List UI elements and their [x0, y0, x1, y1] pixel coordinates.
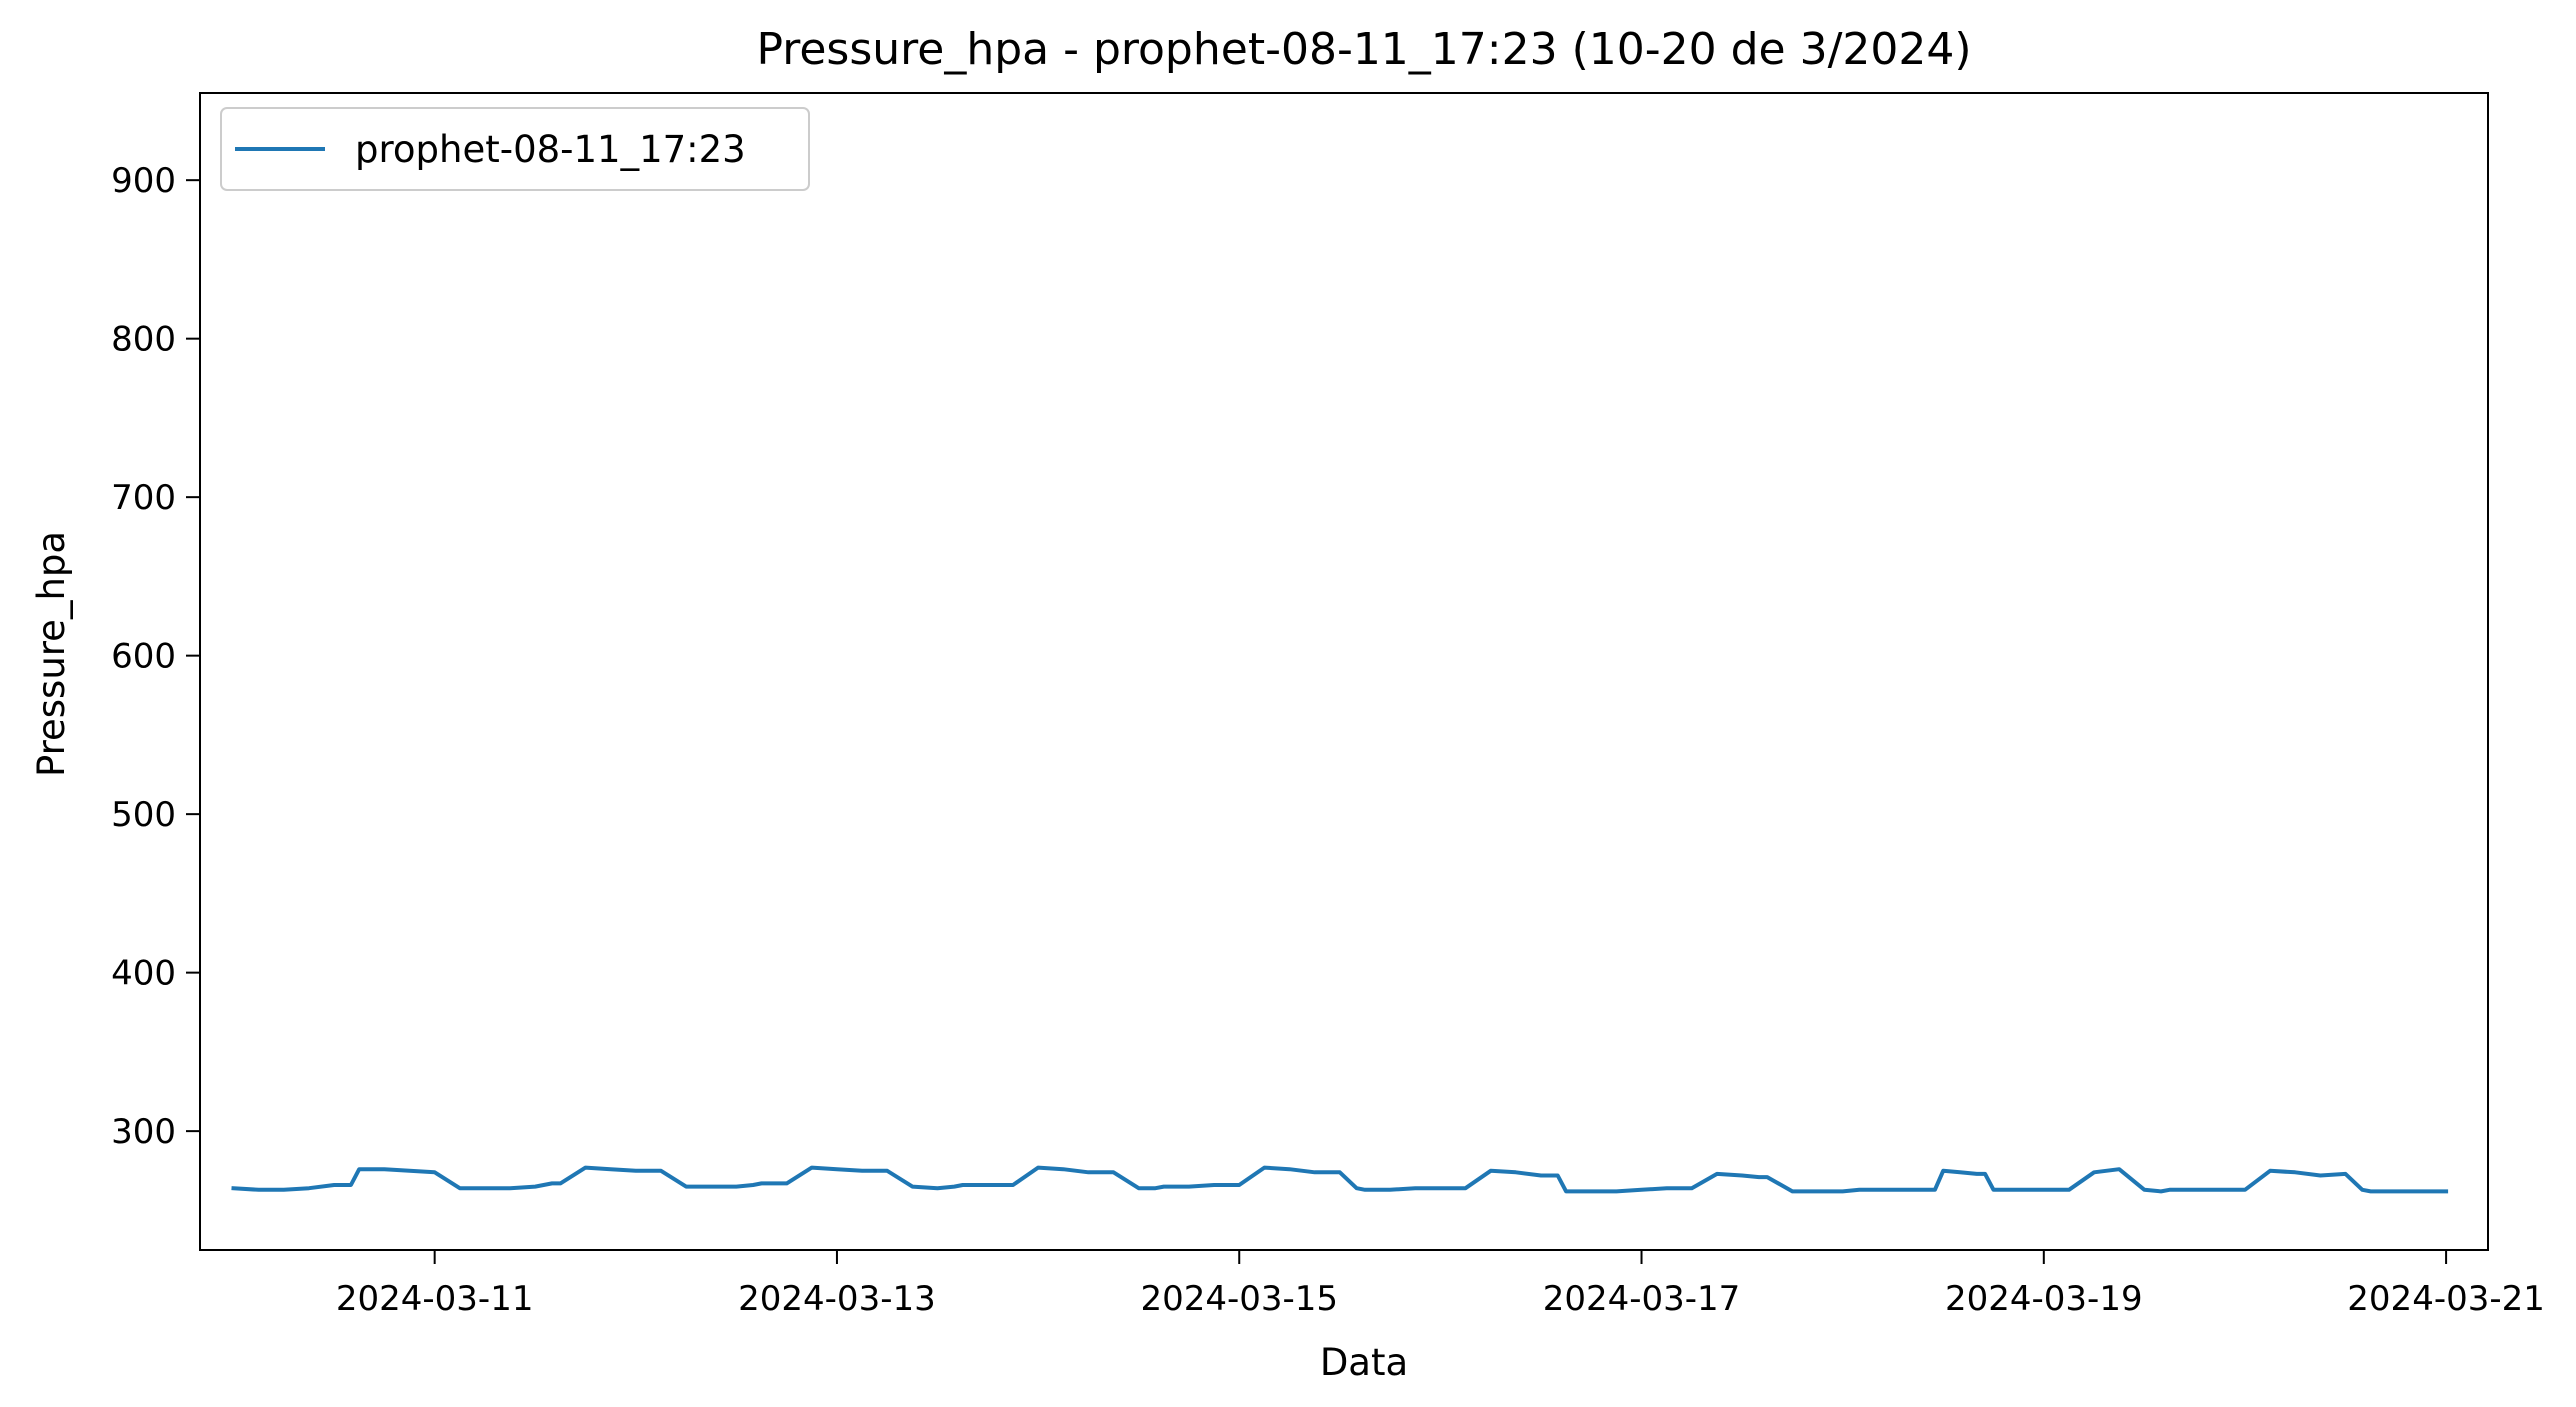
legend-label: prophet-08-11_17:23 — [355, 128, 746, 171]
x-tick-label: 2024-03-11 — [336, 1279, 534, 1319]
y-tick-label: 400 — [111, 954, 176, 994]
y-tick-label: 500 — [111, 795, 176, 835]
x-tick-label: 2024-03-13 — [738, 1279, 936, 1319]
legend: prophet-08-11_17:23 — [220, 107, 810, 191]
y-axis-label: Pressure_hpa — [30, 531, 73, 777]
axes-frame — [199, 92, 2489, 1251]
series-line-0 — [231, 1165, 2449, 1194]
y-tick-label: 800 — [111, 320, 176, 360]
x-axis-label: Data — [1320, 1341, 1408, 1384]
y-tick-label: 600 — [111, 637, 176, 677]
x-tick-label: 2024-03-21 — [2347, 1279, 2545, 1319]
y-tick-label: 300 — [111, 1112, 176, 1152]
x-tick-label: 2024-03-17 — [1543, 1279, 1741, 1319]
x-tick-label: 2024-03-19 — [1945, 1279, 2143, 1319]
legend-frame — [220, 107, 810, 191]
y-tick-label: 700 — [111, 478, 176, 518]
x-tick-label: 2024-03-15 — [1140, 1279, 1338, 1319]
plot-area: 300 400 500 600 700 800 900 2024-03-11 2024-03-1… — [111, 92, 2545, 1319]
y-tick-label: 900 — [111, 161, 176, 201]
chart-title: Pressure_hpa - prophet-08-11_17:23 (10-2… — [756, 24, 1971, 75]
